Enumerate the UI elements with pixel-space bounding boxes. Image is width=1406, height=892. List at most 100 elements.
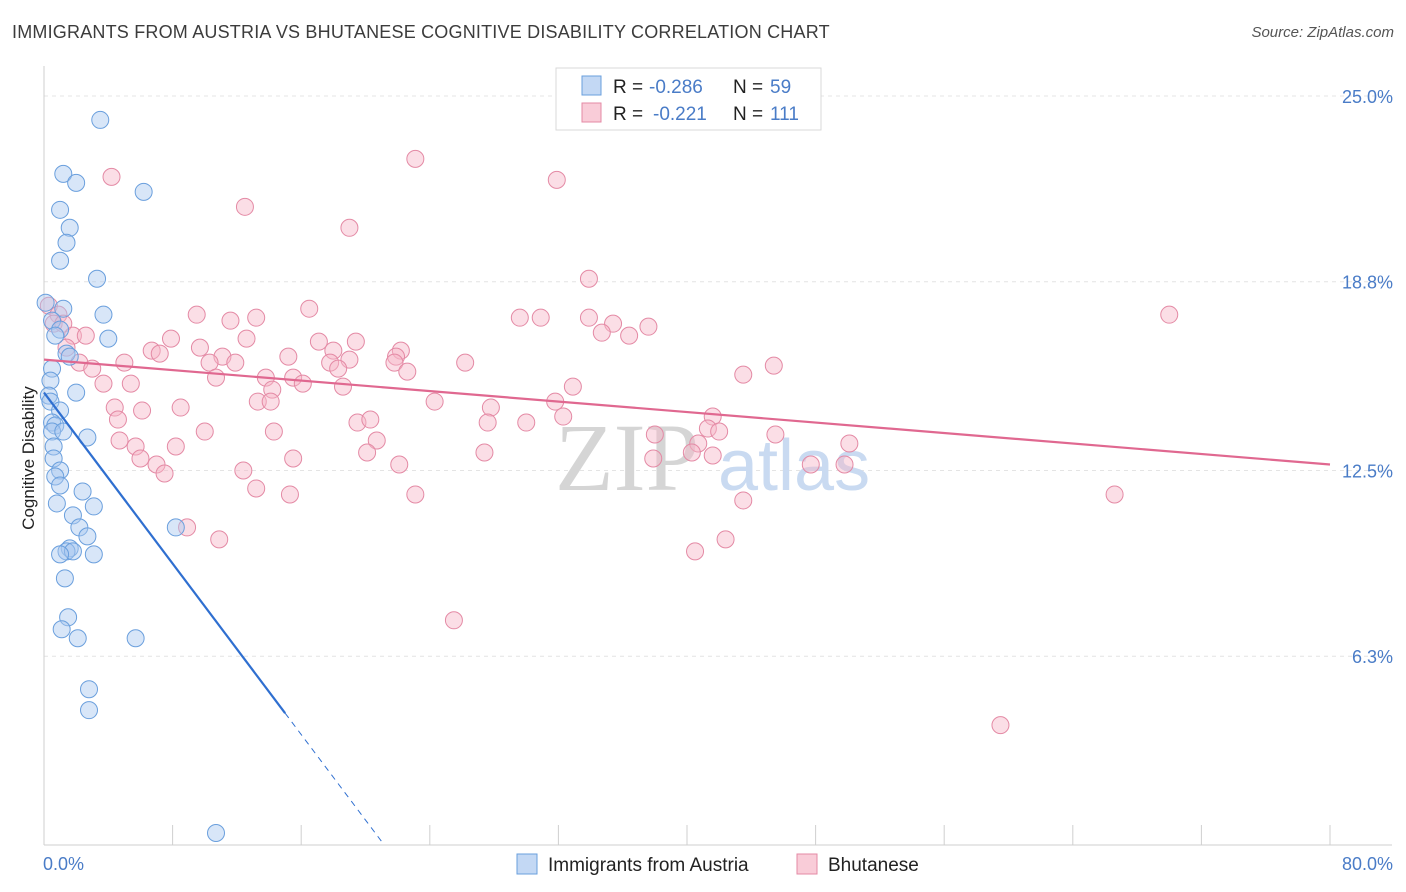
bhutanese-point (207, 368, 226, 387)
austria-point (126, 629, 145, 648)
y-tick-label: 25.0% (1342, 87, 1393, 107)
bhutanese-point (406, 149, 425, 168)
bhutanese-point (766, 425, 785, 444)
bhutanese-point (406, 485, 425, 504)
legend-r-label-austria: R = (613, 77, 643, 98)
bhutanese-point (166, 437, 185, 456)
austria-point (51, 476, 70, 495)
austria-point (51, 251, 70, 270)
bhutanese-point (280, 485, 299, 504)
bhutanese-point (121, 374, 140, 393)
bhutanese-point (195, 422, 214, 441)
austria-point (134, 182, 153, 201)
legend-r-value-bhutanese: -0.221 (653, 104, 707, 125)
bhutanese-point (1105, 485, 1124, 504)
bhutanese-point (187, 305, 206, 324)
y-tick-label: 18.8% (1342, 273, 1393, 293)
bhutanese-point (390, 455, 409, 474)
bhutanese-point (190, 338, 209, 357)
bhutanese-point (703, 407, 722, 426)
bhutanese-point (39, 296, 58, 315)
trend-lines (43, 358, 1331, 842)
austria-point (207, 824, 226, 843)
bhutanese-point (456, 353, 475, 372)
austria-trend-extension (284, 712, 382, 842)
bhutanese-point (131, 449, 150, 468)
austria-point (54, 164, 73, 183)
austria-points (36, 110, 226, 843)
bhutanese-point (210, 530, 229, 549)
bhutanese-point (340, 218, 359, 237)
bhutanese-point (248, 392, 267, 411)
austria-point (99, 329, 118, 348)
austria-point (46, 326, 65, 345)
bhutanese-point (682, 443, 701, 462)
bhutanese-points (39, 149, 1179, 735)
bhutanese-point (221, 311, 240, 330)
bhutanese-point (234, 461, 253, 480)
bhutanese-point (801, 455, 820, 474)
axes (43, 66, 1392, 846)
austria-point (67, 173, 86, 192)
bhutanese-point (835, 455, 854, 474)
bhutanese-point (284, 449, 303, 468)
bottom-legend-label-bhutanese: Bhutanese (828, 855, 919, 876)
austria-point (57, 233, 76, 252)
bhutanese-point (547, 170, 566, 189)
austria-point (60, 539, 79, 558)
austria-point (41, 371, 60, 390)
bhutanese-point (716, 530, 735, 549)
bhutanese-trend-line (43, 358, 1331, 466)
bhutanese-point (346, 332, 365, 351)
watermark-zip: ZIP (555, 404, 699, 511)
bottom-legend-swatch-bhutanese (796, 853, 818, 875)
bhutanese-point (358, 443, 377, 462)
tick-labels: 6.3% 12.5% 18.8% 25.0% 0.0% 80.0% (43, 87, 1393, 874)
austria-point (80, 701, 99, 720)
bhutanese-point (247, 308, 266, 327)
legend-n-value-bhutanese: 111 (770, 104, 799, 125)
gridlines (44, 95, 1392, 657)
austria-point (94, 305, 113, 324)
bhutanese-point (592, 323, 611, 342)
austria-point (47, 494, 66, 513)
legend-swatch-austria (581, 75, 602, 96)
bhutanese-point (689, 434, 708, 453)
bhutanese-point (703, 446, 722, 465)
bhutanese-point (226, 353, 245, 372)
bhutanese-point (385, 353, 404, 372)
bhutanese-point (734, 365, 753, 384)
bhutanese-point (1160, 305, 1179, 324)
bhutanese-point (645, 425, 664, 444)
austria-point (51, 320, 70, 339)
bhutanese-point (698, 419, 717, 438)
bhutanese-point (102, 167, 121, 186)
bhutanese-point (620, 326, 639, 345)
bhutanese-point (108, 410, 127, 429)
bhutanese-point (309, 332, 328, 351)
y-axis-title: Cognitive Disability (19, 386, 38, 530)
austria-point (68, 629, 87, 648)
bottom-legend-label-austria: Immigrants from Austria (548, 855, 749, 876)
austria-trend-line (43, 391, 287, 714)
bhutanese-point (279, 347, 298, 366)
bhutanese-point (105, 398, 124, 417)
bhutanese-point (478, 413, 497, 432)
x-tick-label: 0.0% (43, 854, 84, 874)
bhutanese-point (133, 401, 152, 420)
bhutanese-point (475, 443, 494, 462)
austria-point (166, 518, 185, 537)
bhutanese-point (300, 299, 319, 318)
chart-source: Source: ZipAtlas.com (1251, 24, 1394, 41)
legend-n-label-bhutanese: N = (733, 104, 763, 125)
bhutanese-point (686, 542, 705, 561)
austria-point (39, 386, 58, 405)
bhutanese-point (764, 356, 783, 375)
bhutanese-point (639, 317, 658, 336)
austria-point (91, 110, 110, 129)
bhutanese-point (171, 398, 190, 417)
bhutanese-point (398, 362, 417, 381)
bhutanese-point (247, 479, 266, 498)
bhutanese-point (324, 341, 343, 360)
